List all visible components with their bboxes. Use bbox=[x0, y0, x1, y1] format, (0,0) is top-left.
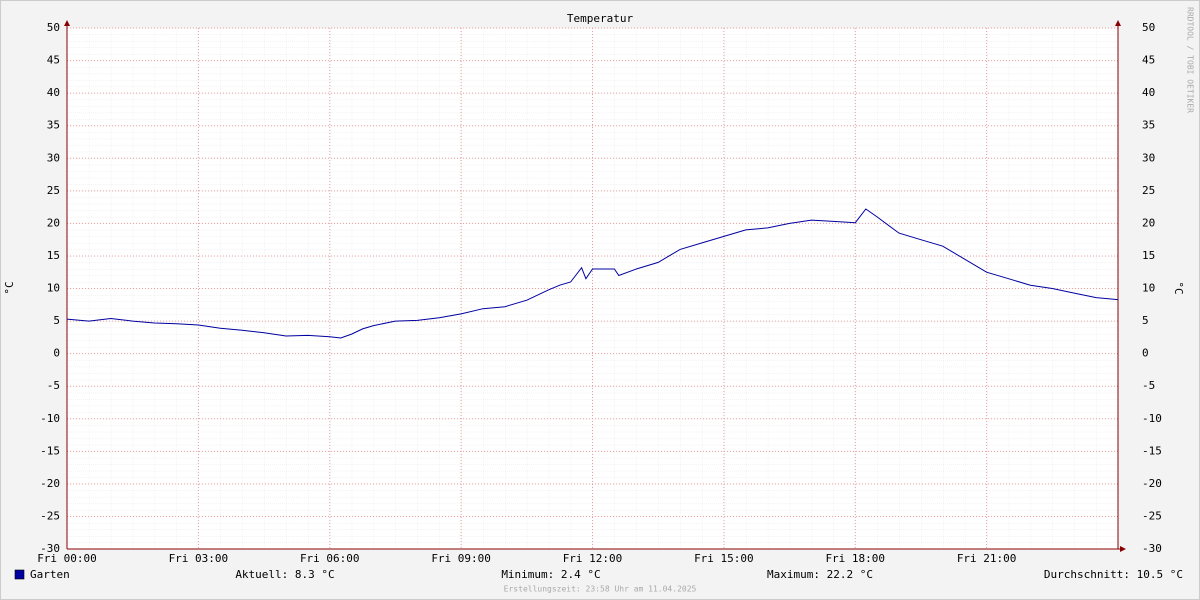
y-tick-label: 45 bbox=[47, 54, 60, 67]
y2-tick-label: 5 bbox=[1142, 314, 1149, 327]
y2-tick-label: 0 bbox=[1142, 347, 1149, 360]
y2-tick-label: -10 bbox=[1142, 412, 1162, 425]
x-tick-label: Fri 06:00 bbox=[300, 552, 360, 565]
stat-unit: °C bbox=[860, 568, 873, 581]
y-tick-label: 50 bbox=[47, 21, 60, 34]
y2-tick-label: 45 bbox=[1142, 54, 1155, 67]
y-tick-label: 35 bbox=[47, 119, 60, 132]
y-tick-label: 40 bbox=[47, 86, 60, 99]
x-tick-label: Fri 15:00 bbox=[694, 552, 754, 565]
y2-tick-label: 10 bbox=[1142, 282, 1155, 295]
stat-value: 22.2 bbox=[827, 568, 854, 581]
stat-value: 2.4 bbox=[561, 568, 581, 581]
y2-tick-label: -25 bbox=[1142, 509, 1162, 522]
y-tick-label: 0 bbox=[53, 347, 60, 360]
y2-tick-label: 50 bbox=[1142, 21, 1155, 34]
y-tick-label: -30 bbox=[40, 542, 60, 555]
y2-tick-label: 30 bbox=[1142, 151, 1155, 164]
y-tick-label: 10 bbox=[47, 282, 60, 295]
stat-value: 10.5 bbox=[1137, 568, 1164, 581]
legend-stat: Aktuell: 8.3 °C bbox=[235, 568, 334, 581]
legend-stat: Minimum: 2.4 °C bbox=[501, 568, 600, 581]
legend-stat: Durchschnitt: 10.5 °C bbox=[1044, 568, 1183, 581]
watermark: RRDTOOL / TOBI OETIKER bbox=[1186, 7, 1195, 113]
data-line bbox=[66, 208, 1119, 339]
legend-stat: Maximum: 22.2 °C bbox=[767, 568, 873, 581]
y-tick-label: -25 bbox=[40, 509, 60, 522]
x-tick-label: Fri 09:00 bbox=[431, 552, 491, 565]
y2-tick-label: 25 bbox=[1142, 184, 1155, 197]
legend-swatch bbox=[14, 569, 25, 580]
chart-title: Temperatur bbox=[567, 12, 634, 25]
y2-tick-label: 35 bbox=[1142, 119, 1155, 132]
y2-axis-label: °C bbox=[1172, 281, 1185, 294]
y-tick-label: -15 bbox=[40, 444, 60, 457]
y2-tick-label: 40 bbox=[1142, 86, 1155, 99]
stat-value: 8.3 bbox=[295, 568, 315, 581]
stat-unit: °C bbox=[587, 568, 600, 581]
y2-tick-label: -5 bbox=[1142, 379, 1155, 392]
stat-unit: °C bbox=[1170, 568, 1183, 581]
y-tick-label: 20 bbox=[47, 216, 60, 229]
y-tick-label: 5 bbox=[53, 314, 60, 327]
y2-tick-label: 15 bbox=[1142, 249, 1155, 262]
y-tick-label: -5 bbox=[47, 379, 60, 392]
x-tick-label: Fri 21:00 bbox=[957, 552, 1017, 565]
y2-tick-label: 20 bbox=[1142, 216, 1155, 229]
y-tick-label: -10 bbox=[40, 412, 60, 425]
legend-label: Garten bbox=[30, 568, 70, 581]
stat-unit: °C bbox=[321, 568, 334, 581]
x-tick-label: Fri 18:00 bbox=[825, 552, 885, 565]
y-axis-label: °C bbox=[3, 281, 16, 294]
x-tick-label: Fri 03:00 bbox=[169, 552, 229, 565]
y-tick-label: 30 bbox=[47, 151, 60, 164]
y-tick-label: -20 bbox=[40, 477, 60, 490]
y2-tick-label: -30 bbox=[1142, 542, 1162, 555]
stat-label: Minimum: bbox=[501, 568, 554, 581]
stat-label: Maximum: bbox=[767, 568, 820, 581]
footer: Erstellungszeit: 23:58 Uhr am 11.04.2025 bbox=[504, 585, 697, 594]
y-tick-label: 25 bbox=[47, 184, 60, 197]
stat-label: Durchschnitt: bbox=[1044, 568, 1130, 581]
stat-label: Aktuell: bbox=[235, 568, 288, 581]
y2-tick-label: -20 bbox=[1142, 477, 1162, 490]
x-tick-label: Fri 00:00 bbox=[37, 552, 97, 565]
y-tick-label: 15 bbox=[47, 249, 60, 262]
y2-tick-label: -15 bbox=[1142, 444, 1162, 457]
x-tick-label: Fri 12:00 bbox=[563, 552, 623, 565]
